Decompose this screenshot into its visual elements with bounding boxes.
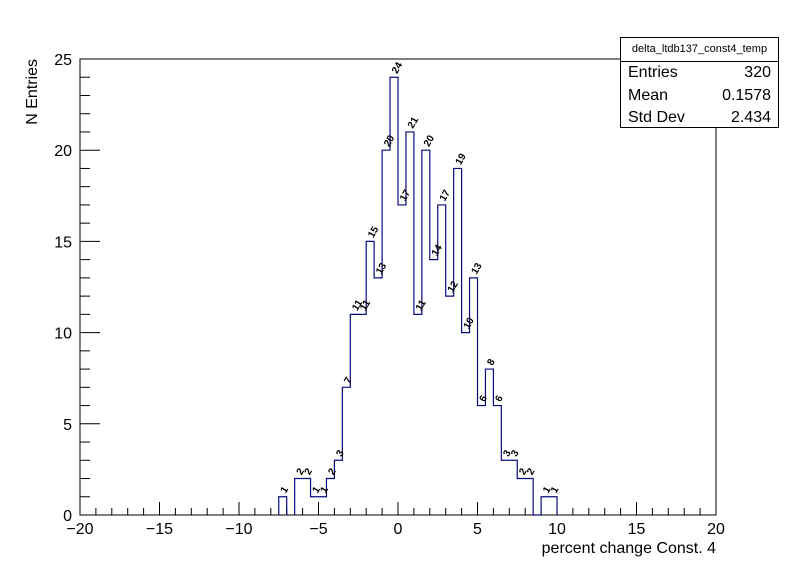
bin-value-label: 2 — [326, 466, 339, 477]
x-tick-label: 15 — [628, 521, 646, 538]
bin-value-label: 14 — [430, 243, 445, 259]
y-tick-label: 15 — [54, 234, 72, 251]
stats-value-stddev: 2.434 — [730, 109, 771, 126]
stats-box: delta_ltdb137_const4_temp Entries 320 Me… — [620, 37, 779, 128]
bin-value-label: 2 — [525, 466, 538, 477]
y-tick-label: 5 — [63, 417, 72, 434]
stats-value-entries: 320 — [744, 64, 771, 81]
bin-value-label: 12 — [446, 279, 461, 295]
x-tick-label: 20 — [707, 521, 725, 538]
x-axis-label: percent change Const. 4 — [542, 540, 716, 557]
histogram-line — [278, 76, 558, 516]
bin-value-label: 13 — [470, 261, 485, 277]
bin-value-label: 20 — [382, 133, 397, 149]
bin-value-label: 3 — [334, 448, 347, 459]
y-axis-label: N Entries — [24, 59, 41, 125]
bin-value-label: 1 — [549, 485, 562, 496]
stats-row-entries: Entries 320 — [621, 62, 778, 85]
bin-value-label: 1 — [319, 485, 332, 496]
bin-value-label: 1 — [541, 485, 554, 496]
bin-value-label: 7 — [342, 375, 355, 386]
stats-box-title: delta_ltdb137_const4_temp — [621, 38, 778, 62]
bin-value-label: 11 — [414, 298, 429, 313]
stats-label-mean: Mean — [628, 86, 669, 104]
bin-value-label: 15 — [366, 224, 381, 240]
bin-value-label: 13 — [374, 261, 389, 277]
bin-value-label: 21 — [406, 115, 421, 131]
bin-value-label: 1 — [311, 485, 324, 496]
bin-value-label: 19 — [454, 151, 469, 167]
y-axis-ticks: 0 5 10 15 20 25 — [54, 52, 100, 525]
bin-value-label: 3 — [501, 448, 514, 459]
x-tick-label: −5 — [309, 521, 327, 538]
bin-value-label: 17 — [438, 188, 453, 204]
stats-label-entries: Entries — [628, 64, 678, 81]
bin-value-label: 6 — [478, 393, 491, 404]
x-tick-label: 10 — [548, 521, 566, 538]
bin-value-label: 1 — [279, 485, 292, 496]
bin-value-label: 8 — [485, 357, 498, 368]
stats-row-stddev: Std Dev 2.434 — [621, 107, 778, 130]
x-tick-label: −15 — [146, 521, 173, 538]
x-tick-label: −20 — [66, 521, 93, 538]
bin-value-label: 3 — [509, 448, 522, 459]
bin-value-label: 6 — [493, 393, 506, 404]
bin-value-label: 2 — [295, 466, 308, 477]
x-tick-label: 0 — [394, 521, 403, 538]
x-tick-label: −10 — [225, 521, 252, 538]
stats-label-stddev: Std Dev — [628, 109, 685, 126]
bin-value-label: 24 — [390, 60, 405, 76]
bin-value-label: 2 — [517, 466, 530, 477]
bin-value-label: 2 — [303, 466, 316, 477]
y-tick-label: 25 — [54, 52, 72, 69]
bin-value-label: 20 — [422, 133, 437, 149]
bin-value-labels: 1221123711111513202417211120141712191013… — [279, 60, 562, 495]
y-tick-label: 10 — [54, 326, 72, 343]
x-axis-ticks: −20 −15 −10 −5 0 5 10 15 20 — [66, 502, 725, 538]
y-tick-label: 0 — [63, 508, 72, 525]
x-tick-label: 5 — [473, 521, 482, 538]
y-tick-label: 20 — [54, 143, 72, 160]
bin-value-label: 10 — [462, 316, 477, 332]
stats-value-mean: 0.1578 — [722, 86, 771, 104]
stats-row-mean: Mean 0.1578 — [621, 85, 778, 108]
bin-value-label: 17 — [398, 188, 413, 204]
